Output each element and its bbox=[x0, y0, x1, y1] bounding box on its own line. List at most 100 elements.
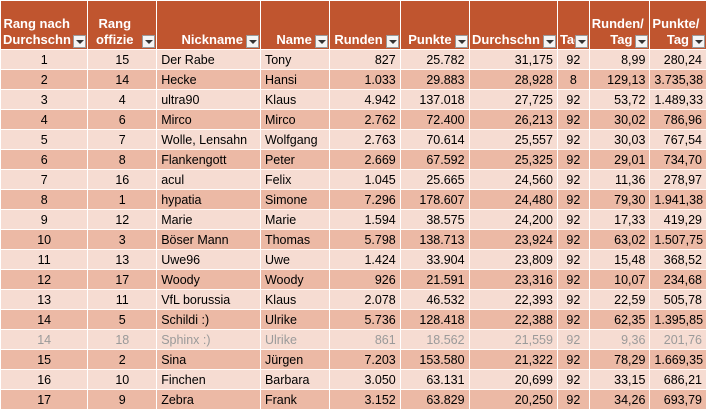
cell-punkte[interactable]: 153.580 bbox=[400, 350, 469, 370]
cell-runden[interactable]: 5.736 bbox=[329, 310, 400, 330]
cell-punkte[interactable]: 137.018 bbox=[400, 90, 469, 110]
cell-durchschnitt[interactable]: 25,325 bbox=[469, 150, 557, 170]
filter-dropdown-icon[interactable] bbox=[73, 35, 86, 48]
cell-tage[interactable]: 92 bbox=[557, 270, 589, 290]
cell-runden-pro-tag[interactable]: 34,26 bbox=[589, 390, 650, 409]
cell-name[interactable]: Ulrike bbox=[260, 310, 329, 330]
cell-rank-avg[interactable]: 5 bbox=[1, 130, 88, 150]
cell-runden[interactable]: 3.050 bbox=[329, 370, 400, 390]
cell-durchschnitt[interactable]: 24,480 bbox=[469, 190, 557, 210]
cell-tage[interactable]: 92 bbox=[557, 110, 589, 130]
cell-rank-official[interactable]: 1 bbox=[88, 190, 157, 210]
cell-rank-avg[interactable]: 2 bbox=[1, 70, 88, 90]
cell-name[interactable]: Tony bbox=[260, 50, 329, 70]
cell-rank-avg[interactable]: 8 bbox=[1, 190, 88, 210]
cell-name[interactable]: Jürgen bbox=[260, 350, 329, 370]
cell-rank-avg[interactable]: 13 bbox=[1, 290, 88, 310]
cell-punkte-pro-tag[interactable]: 734,70 bbox=[650, 150, 707, 170]
cell-punkte-pro-tag[interactable]: 505,78 bbox=[650, 290, 707, 310]
cell-punkte[interactable]: 72.400 bbox=[400, 110, 469, 130]
filter-dropdown-icon[interactable] bbox=[246, 35, 259, 48]
cell-nickname[interactable]: Wolle, Lensahn bbox=[157, 130, 261, 150]
cell-tage[interactable]: 92 bbox=[557, 290, 589, 310]
cell-punkte[interactable]: 38.575 bbox=[400, 210, 469, 230]
cell-punkte[interactable]: 67.592 bbox=[400, 150, 469, 170]
cell-durchschnitt[interactable]: 20,699 bbox=[469, 370, 557, 390]
cell-rank-official[interactable]: 4 bbox=[88, 90, 157, 110]
cell-rank-avg[interactable]: 3 bbox=[1, 90, 88, 110]
cell-tage[interactable]: 92 bbox=[557, 210, 589, 230]
cell-punkte-pro-tag[interactable]: 419,29 bbox=[650, 210, 707, 230]
cell-durchschnitt[interactable]: 26,213 bbox=[469, 110, 557, 130]
cell-name[interactable]: Hansi bbox=[260, 70, 329, 90]
cell-runden-pro-tag[interactable]: 29,01 bbox=[589, 150, 650, 170]
cell-runden-pro-tag[interactable]: 53,72 bbox=[589, 90, 650, 110]
cell-name[interactable]: Marie bbox=[260, 210, 329, 230]
cell-name[interactable]: Wolfgang bbox=[260, 130, 329, 150]
cell-rank-avg[interactable]: 7 bbox=[1, 170, 88, 190]
cell-rank-avg[interactable]: 4 bbox=[1, 110, 88, 130]
cell-punkte[interactable]: 63.131 bbox=[400, 370, 469, 390]
cell-runden-pro-tag[interactable]: 63,02 bbox=[589, 230, 650, 250]
cell-durchschnitt[interactable]: 24,560 bbox=[469, 170, 557, 190]
cell-rank-avg[interactable]: 11 bbox=[1, 250, 88, 270]
filter-dropdown-icon[interactable] bbox=[315, 35, 328, 48]
cell-punkte-pro-tag[interactable]: 3.735,38 bbox=[650, 70, 707, 90]
cell-rank-official[interactable]: 2 bbox=[88, 350, 157, 370]
cell-punkte-pro-tag[interactable]: 786,96 bbox=[650, 110, 707, 130]
cell-rank-avg[interactable]: 10 bbox=[1, 230, 88, 250]
cell-rank-official[interactable]: 9 bbox=[88, 390, 157, 409]
filter-dropdown-icon[interactable] bbox=[142, 35, 155, 48]
cell-runden-pro-tag[interactable]: 22,59 bbox=[589, 290, 650, 310]
cell-nickname[interactable]: Sina bbox=[157, 350, 261, 370]
cell-tage[interactable]: 92 bbox=[557, 390, 589, 409]
cell-rank-avg[interactable]: 14 bbox=[1, 310, 88, 330]
cell-name[interactable]: Peter bbox=[260, 150, 329, 170]
cell-nickname[interactable]: Zebra bbox=[157, 390, 261, 409]
filter-dropdown-icon[interactable] bbox=[692, 35, 705, 48]
cell-punkte-pro-tag[interactable]: 368,52 bbox=[650, 250, 707, 270]
cell-runden[interactable]: 1.045 bbox=[329, 170, 400, 190]
cell-name[interactable]: Ulrike bbox=[260, 330, 329, 350]
cell-punkte-pro-tag[interactable]: 1.941,38 bbox=[650, 190, 707, 210]
cell-runden[interactable]: 7.203 bbox=[329, 350, 400, 370]
cell-nickname[interactable]: Finchen bbox=[157, 370, 261, 390]
cell-rank-official[interactable]: 8 bbox=[88, 150, 157, 170]
cell-tage[interactable]: 92 bbox=[557, 170, 589, 190]
cell-rank-official[interactable]: 12 bbox=[88, 210, 157, 230]
cell-runden-pro-tag[interactable]: 79,30 bbox=[589, 190, 650, 210]
cell-punkte-pro-tag[interactable]: 1.669,35 bbox=[650, 350, 707, 370]
cell-nickname[interactable]: Woody bbox=[157, 270, 261, 290]
cell-durchschnitt[interactable]: 21,322 bbox=[469, 350, 557, 370]
cell-tage[interactable]: 92 bbox=[557, 230, 589, 250]
cell-rank-official[interactable]: 7 bbox=[88, 130, 157, 150]
cell-runden-pro-tag[interactable]: 9,36 bbox=[589, 330, 650, 350]
cell-runden-pro-tag[interactable]: 17,33 bbox=[589, 210, 650, 230]
cell-runden-pro-tag[interactable]: 30,02 bbox=[589, 110, 650, 130]
cell-name[interactable]: Simone bbox=[260, 190, 329, 210]
cell-rank-official[interactable]: 13 bbox=[88, 250, 157, 270]
cell-punkte-pro-tag[interactable]: 693,79 bbox=[650, 390, 707, 409]
cell-tage[interactable]: 92 bbox=[557, 330, 589, 350]
cell-tage[interactable]: 92 bbox=[557, 150, 589, 170]
cell-punkte-pro-tag[interactable]: 767,54 bbox=[650, 130, 707, 150]
cell-durchschnitt[interactable]: 31,175 bbox=[469, 50, 557, 70]
cell-tage[interactable]: 92 bbox=[557, 90, 589, 110]
cell-nickname[interactable]: ultra90 bbox=[157, 90, 261, 110]
cell-rank-official[interactable]: 14 bbox=[88, 70, 157, 90]
cell-runden[interactable]: 2.669 bbox=[329, 150, 400, 170]
cell-durchschnitt[interactable]: 22,393 bbox=[469, 290, 557, 310]
filter-dropdown-icon[interactable] bbox=[635, 35, 648, 48]
